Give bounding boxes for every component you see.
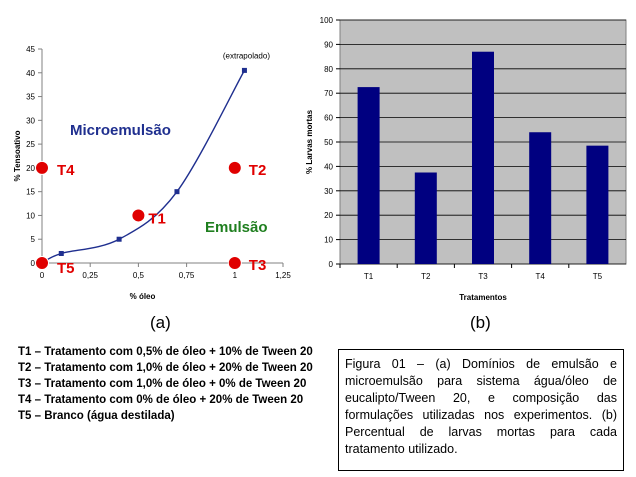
bar-t2 bbox=[414, 172, 437, 264]
y-tick-label: 10 bbox=[26, 211, 35, 220]
x-tick-label: T2 bbox=[421, 272, 431, 281]
y-tick-label: 60 bbox=[324, 114, 333, 123]
y-tick-label: 30 bbox=[324, 187, 333, 196]
legend-item-t5: T5 – Branco (água destilada) bbox=[18, 410, 175, 422]
x-tick-label: 0,75 bbox=[179, 271, 195, 280]
legend-item-t4: T4 – Tratamento com 0% de óleo + 20% de … bbox=[18, 394, 304, 406]
phase-boundary-curve bbox=[41, 70, 246, 264]
x-tick-label: 1,25 bbox=[275, 271, 291, 280]
bar-t3 bbox=[472, 51, 494, 264]
legend-item-t2: T2 – Tratamento com 1,0% de óleo + 20% d… bbox=[18, 362, 313, 374]
y-tick-label: 70 bbox=[324, 89, 333, 98]
x-tick-label: 0 bbox=[40, 271, 45, 280]
treatment-label-t5: T5 bbox=[57, 260, 75, 277]
larvae-bar-chart: 0 10 20 30 40 50 60 70 80 90 100 T1 T2 T3 T4 T5 % Larvas… bbox=[305, 16, 627, 302]
treatment-label-t3: T3 bbox=[249, 257, 267, 274]
x-tick-label: T3 bbox=[478, 272, 488, 281]
treatment-marker-t4 bbox=[35, 160, 49, 175]
y-tick-label: 40 bbox=[324, 162, 333, 171]
y-tick-label: 5 bbox=[31, 235, 36, 244]
y-tick-label: 80 bbox=[324, 65, 333, 74]
y-tick-label: 30 bbox=[26, 116, 35, 125]
panel-label-a: (a) bbox=[150, 313, 171, 332]
y-tick-label: 45 bbox=[26, 45, 35, 54]
y-tick-label: 90 bbox=[324, 40, 333, 49]
treatment-label-t1: T1 bbox=[148, 210, 166, 227]
x-tick-label: 0,25 bbox=[82, 271, 98, 280]
x-tick-label: 1 bbox=[233, 271, 238, 280]
legend-item-t1: T1 – Tratamento com 0,5% de óleo + 10% d… bbox=[18, 346, 313, 358]
treatment-label-t4: T4 bbox=[57, 162, 75, 179]
y-tick-label: 0 bbox=[329, 260, 334, 269]
bar-t1 bbox=[357, 87, 380, 264]
y-tick-label: 15 bbox=[26, 188, 35, 197]
phase-diagram-chart: 0 5 10 15 20 25 30 35 40 45 0 0,25 0,5 0,75 1 1,25 % Ten… bbox=[13, 45, 291, 301]
region-label-emulsion: Emulsão bbox=[205, 219, 268, 236]
treatment-marker-t1 bbox=[131, 208, 146, 223]
x-tick-label: T1 bbox=[364, 272, 374, 281]
figure-caption: Figura 01 – (a) Domínios de emulsão e mi… bbox=[345, 357, 617, 456]
x-axis-title: % óleo bbox=[130, 292, 156, 301]
panel-label-b: (b) bbox=[470, 313, 491, 332]
x-tick-label: T4 bbox=[536, 272, 546, 281]
y-axis-title: % Tensoativo bbox=[13, 130, 22, 181]
curve-point bbox=[241, 67, 247, 73]
curve-point bbox=[58, 250, 64, 256]
y-tick-label: 20 bbox=[26, 164, 35, 173]
y-tick-label: 0 bbox=[31, 259, 36, 268]
curve-point bbox=[174, 189, 180, 195]
bar-t5 bbox=[586, 145, 609, 264]
curve-point bbox=[116, 236, 122, 242]
x-tick-label: 0,5 bbox=[133, 271, 145, 280]
treatment-label-t2: T2 bbox=[249, 162, 267, 179]
x-axis-title: Tratamentos bbox=[459, 293, 507, 302]
y-tick-label: 20 bbox=[324, 211, 333, 220]
y-tick-label: 25 bbox=[26, 140, 35, 149]
treatment-marker-t5 bbox=[35, 256, 49, 270]
y-tick-label: 35 bbox=[26, 93, 35, 102]
y-tick-label: 40 bbox=[26, 69, 35, 78]
y-tick-label: 100 bbox=[320, 16, 334, 25]
bar-t4 bbox=[529, 132, 552, 264]
legend-item-t3: T3 – Tratamento com 1,0% de óleo + 0% de… bbox=[18, 378, 307, 390]
x-tick-label: T5 bbox=[593, 272, 603, 281]
y-tick-label: 10 bbox=[324, 236, 333, 245]
y-axis-title: % Larvas mortas bbox=[305, 109, 314, 174]
figure-caption-box: Figura 01 – (a) Domínios de emulsão e mi… bbox=[338, 349, 624, 471]
y-tick-label: 50 bbox=[324, 138, 333, 147]
extrapolated-annotation: (extrapolado) bbox=[223, 51, 270, 60]
region-label-microemulsion: Microemulsão bbox=[70, 122, 171, 139]
treatment-marker-t2 bbox=[227, 160, 242, 175]
treatment-marker-t3 bbox=[227, 256, 242, 270]
